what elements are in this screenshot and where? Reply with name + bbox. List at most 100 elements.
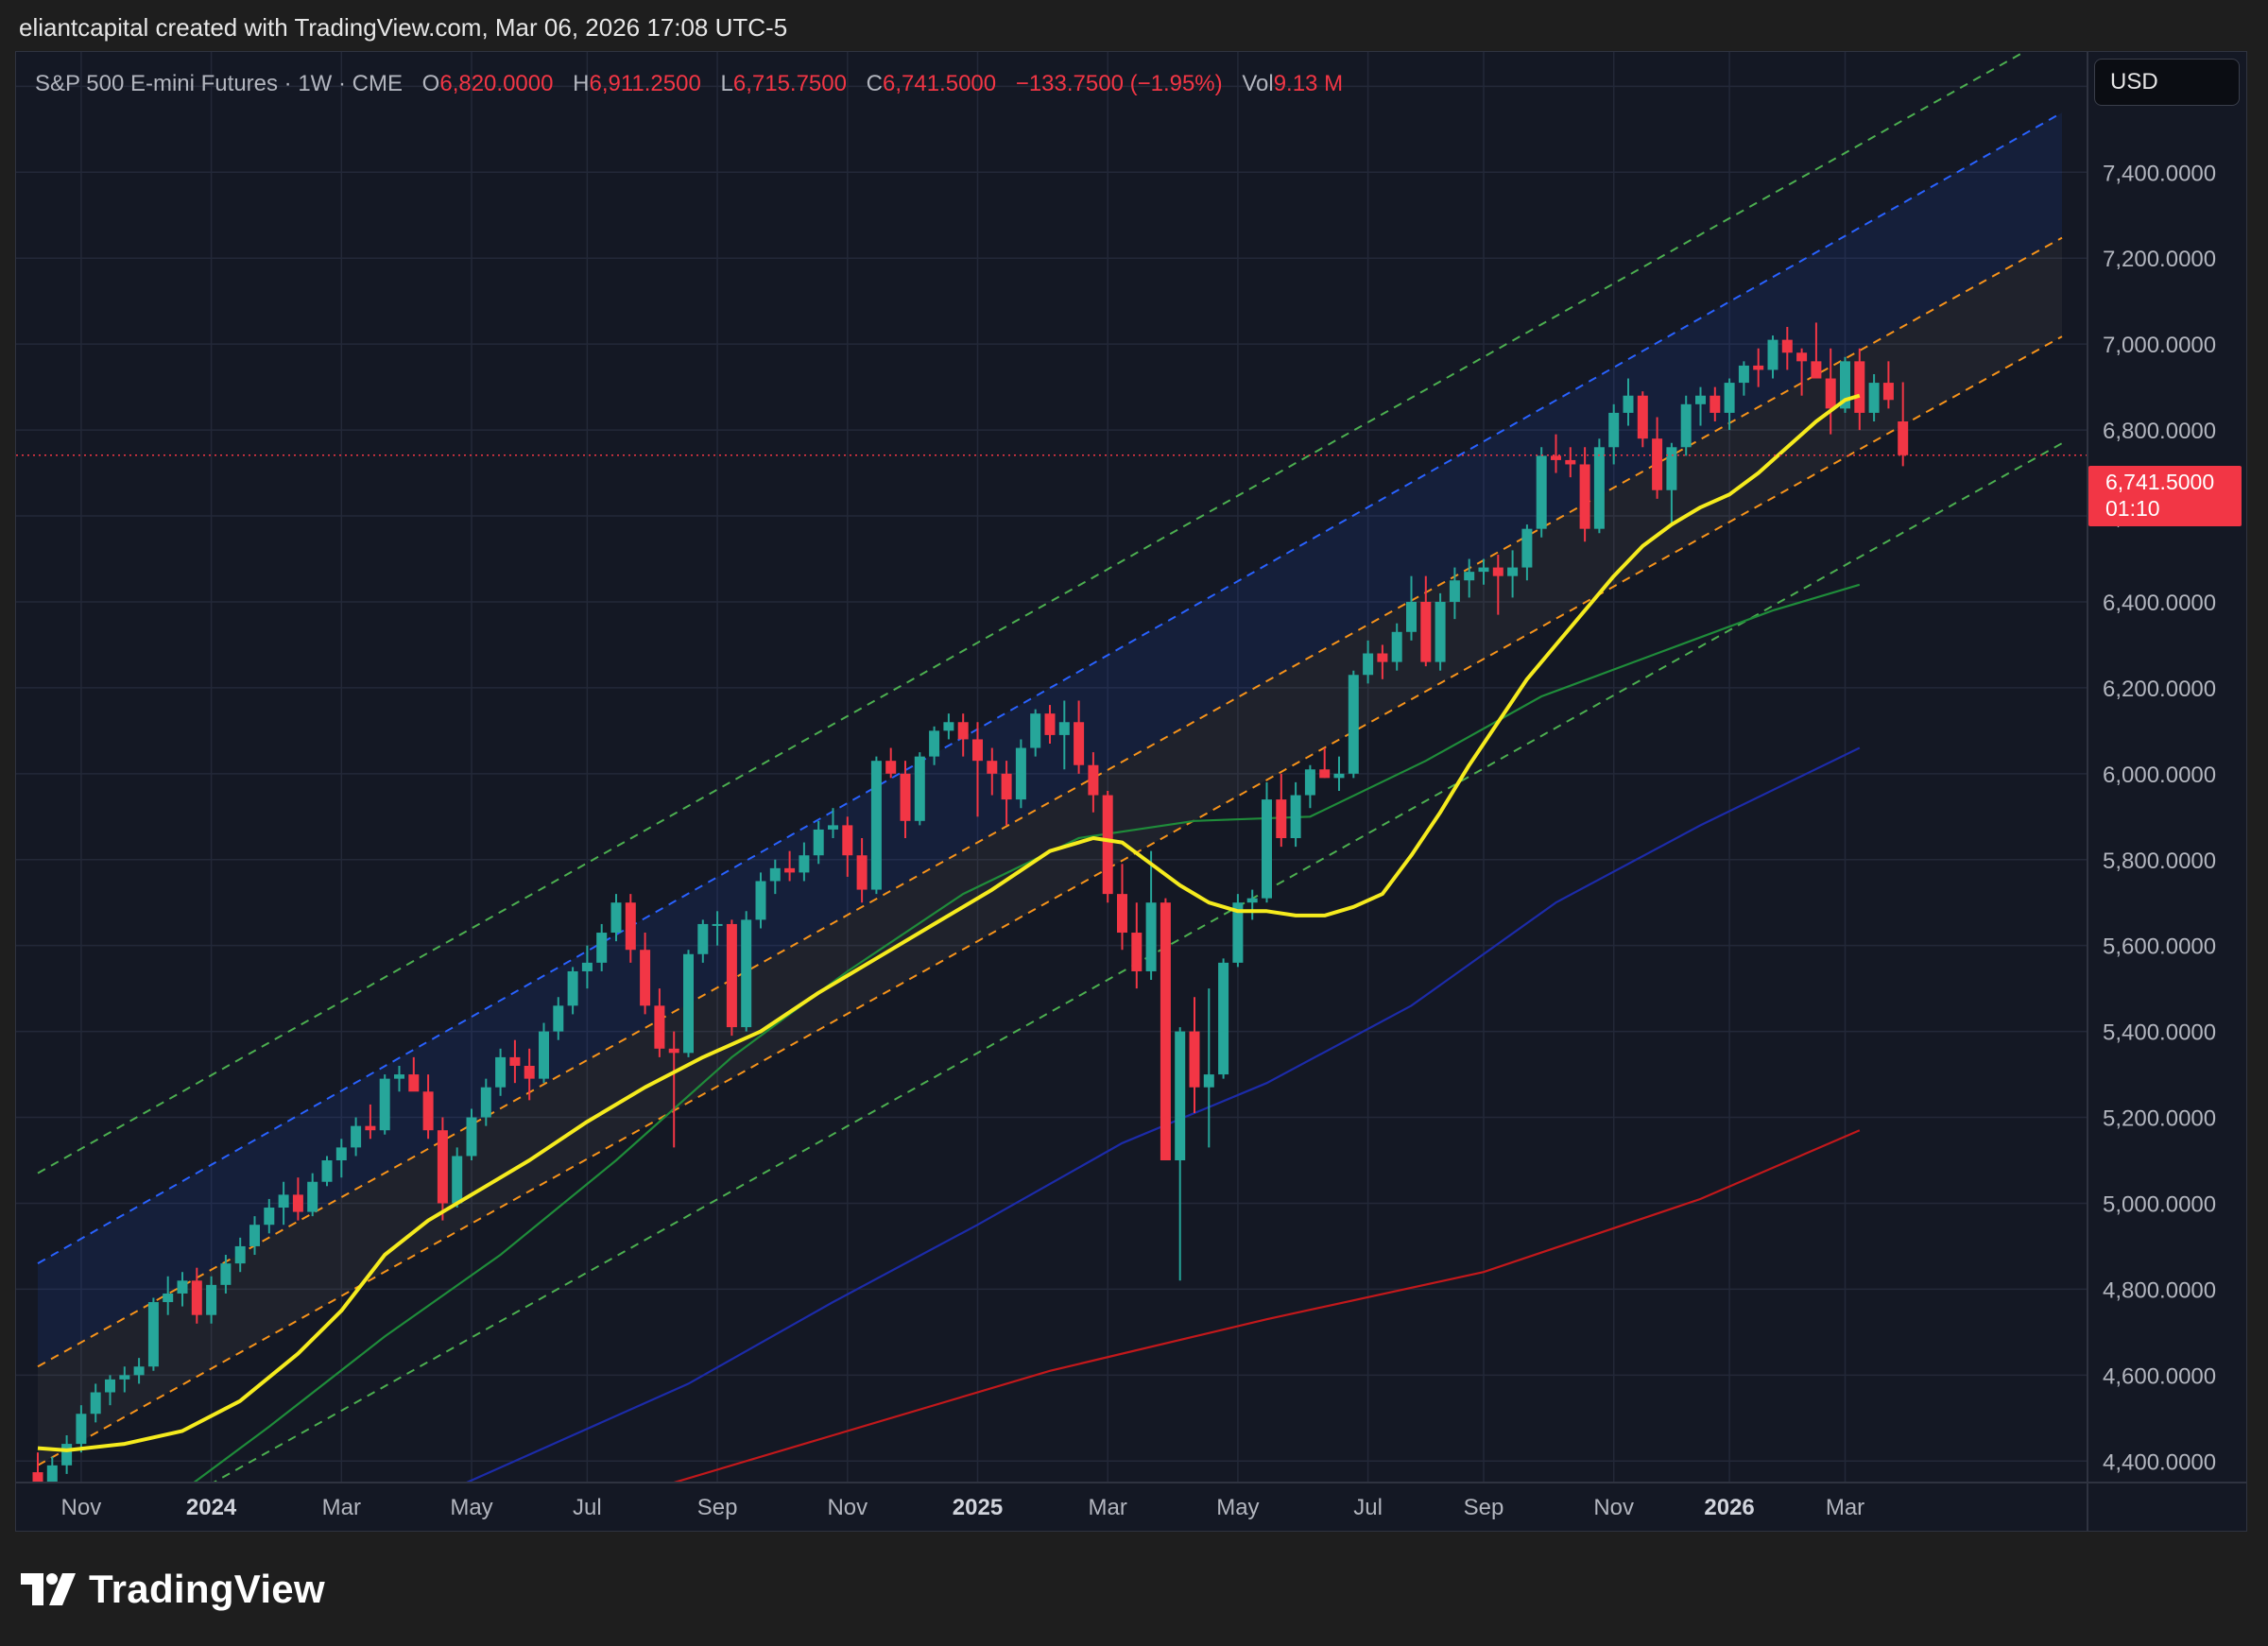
candle-body (90, 1392, 101, 1415)
volume-label: Vol (1242, 71, 1274, 96)
y-tick-label: 5,000.0000 (2103, 1192, 2216, 1217)
candle-body (842, 825, 853, 856)
tradingview-logo[interactable]: TradingView (21, 1563, 325, 1616)
candle-body (1058, 722, 1070, 735)
candle-body (1551, 455, 1561, 460)
candle-body (61, 1444, 73, 1466)
currency-selector[interactable]: USD (2094, 59, 2240, 106)
chart-frame[interactable]: 7,600.00007,400.00007,200.00007,000.0000… (15, 51, 2247, 1532)
candle-body (1044, 713, 1056, 735)
candle-body (900, 773, 911, 821)
candle-body (856, 855, 868, 890)
candle-body (1435, 601, 1446, 662)
candle-body (943, 722, 954, 731)
candle-body (1262, 799, 1272, 899)
candle-body (1680, 403, 1692, 448)
candle-body (1593, 447, 1605, 529)
candle-body (480, 1087, 491, 1118)
candle-body (987, 761, 998, 774)
candle-body (581, 962, 593, 971)
candle-body (278, 1194, 289, 1209)
candle-body (625, 902, 636, 951)
candle-body (191, 1280, 202, 1315)
candle-body (870, 761, 882, 890)
candle-body (1304, 769, 1315, 796)
candle-body (1623, 395, 1634, 413)
x-tick-label: Sep (697, 1495, 738, 1520)
candle-body (321, 1160, 333, 1182)
x-tick-label: Mar (322, 1495, 361, 1520)
candle-body (914, 756, 925, 821)
candle-body (1898, 421, 1909, 455)
y-tick-label: 6,800.0000 (2103, 419, 2216, 444)
y-tick-label: 5,400.0000 (2103, 1020, 2216, 1046)
candle-body (379, 1078, 390, 1131)
candle-body (1637, 395, 1648, 439)
candle-body (105, 1379, 115, 1393)
candle-body (1536, 455, 1547, 529)
x-tick-label: Nov (1593, 1495, 1634, 1520)
candle-body (1608, 412, 1620, 448)
y-tick-label: 5,200.0000 (2103, 1106, 2216, 1132)
candle-body (1145, 902, 1157, 971)
candle-body (972, 739, 983, 762)
candle-body (524, 1065, 535, 1079)
candle-body (640, 950, 651, 1006)
x-tick-label: Nov (61, 1495, 102, 1520)
last-price-value: 6,741.5000 (2105, 470, 2215, 494)
candle-body (1276, 799, 1287, 839)
ema20-line (37, 393, 1861, 1452)
x-tick-label: May (1216, 1495, 1259, 1520)
candle-body (1117, 894, 1127, 934)
candle-body (1391, 631, 1402, 662)
candle-body (668, 1048, 679, 1054)
candle-body (1565, 459, 1576, 465)
low-value: 6,715.7500 (732, 71, 847, 96)
candle-body (1160, 902, 1171, 1161)
candle-body (1478, 567, 1489, 573)
price-chart[interactable]: 7,600.00007,400.00007,200.00007,000.0000… (16, 52, 2247, 1532)
candle-body (1854, 361, 1865, 413)
candle-body (769, 867, 781, 882)
candle-body (1521, 528, 1533, 568)
y-tick-label: 7,400.0000 (2103, 161, 2216, 186)
x-tick-label: Mar (1089, 1495, 1127, 1520)
candle-body (1131, 933, 1143, 971)
candle-body (1319, 769, 1331, 779)
candle-body (264, 1208, 275, 1226)
candle-body (1882, 383, 1894, 401)
candle-body (596, 933, 608, 963)
open-label: O (421, 71, 440, 96)
high-value: 6,911.2500 (589, 71, 701, 96)
x-tick-label: Nov (827, 1495, 868, 1520)
candle-body (697, 923, 709, 954)
candle-body (1348, 675, 1359, 774)
candle-body (1492, 567, 1503, 576)
candle-body (422, 1091, 434, 1131)
candle-body (249, 1225, 260, 1246)
open-value: 6,820.0000 (439, 71, 554, 96)
candle-body (539, 1031, 549, 1079)
candle-body (610, 902, 622, 934)
high-label: H (573, 71, 590, 96)
tradingview-logo-icon (21, 1573, 76, 1605)
ma50-line (192, 583, 1861, 1483)
x-tick-label: 2024 (186, 1495, 237, 1520)
change-value: −133.7500 (−1.95%) (1015, 71, 1223, 96)
candle-body (1781, 339, 1793, 353)
x-tick-label: Jul (573, 1495, 602, 1520)
candle-body (76, 1414, 87, 1445)
x-tick-label: 2026 (1704, 1495, 1754, 1520)
candle-body (394, 1074, 404, 1079)
candle-body (1579, 464, 1590, 529)
ma100-line (464, 746, 1861, 1483)
candle-body (567, 970, 578, 1006)
candle-body (495, 1056, 507, 1088)
symbol-label[interactable]: S&P 500 E-mini Futures · 1W · CME (35, 71, 403, 96)
ma200-line (670, 1129, 1861, 1483)
plot-area (32, 52, 2063, 1483)
candle-body (234, 1245, 246, 1264)
candle-body (1074, 722, 1085, 765)
channel-outer-upper-line (37, 52, 2026, 1174)
candle-body (1449, 580, 1460, 602)
